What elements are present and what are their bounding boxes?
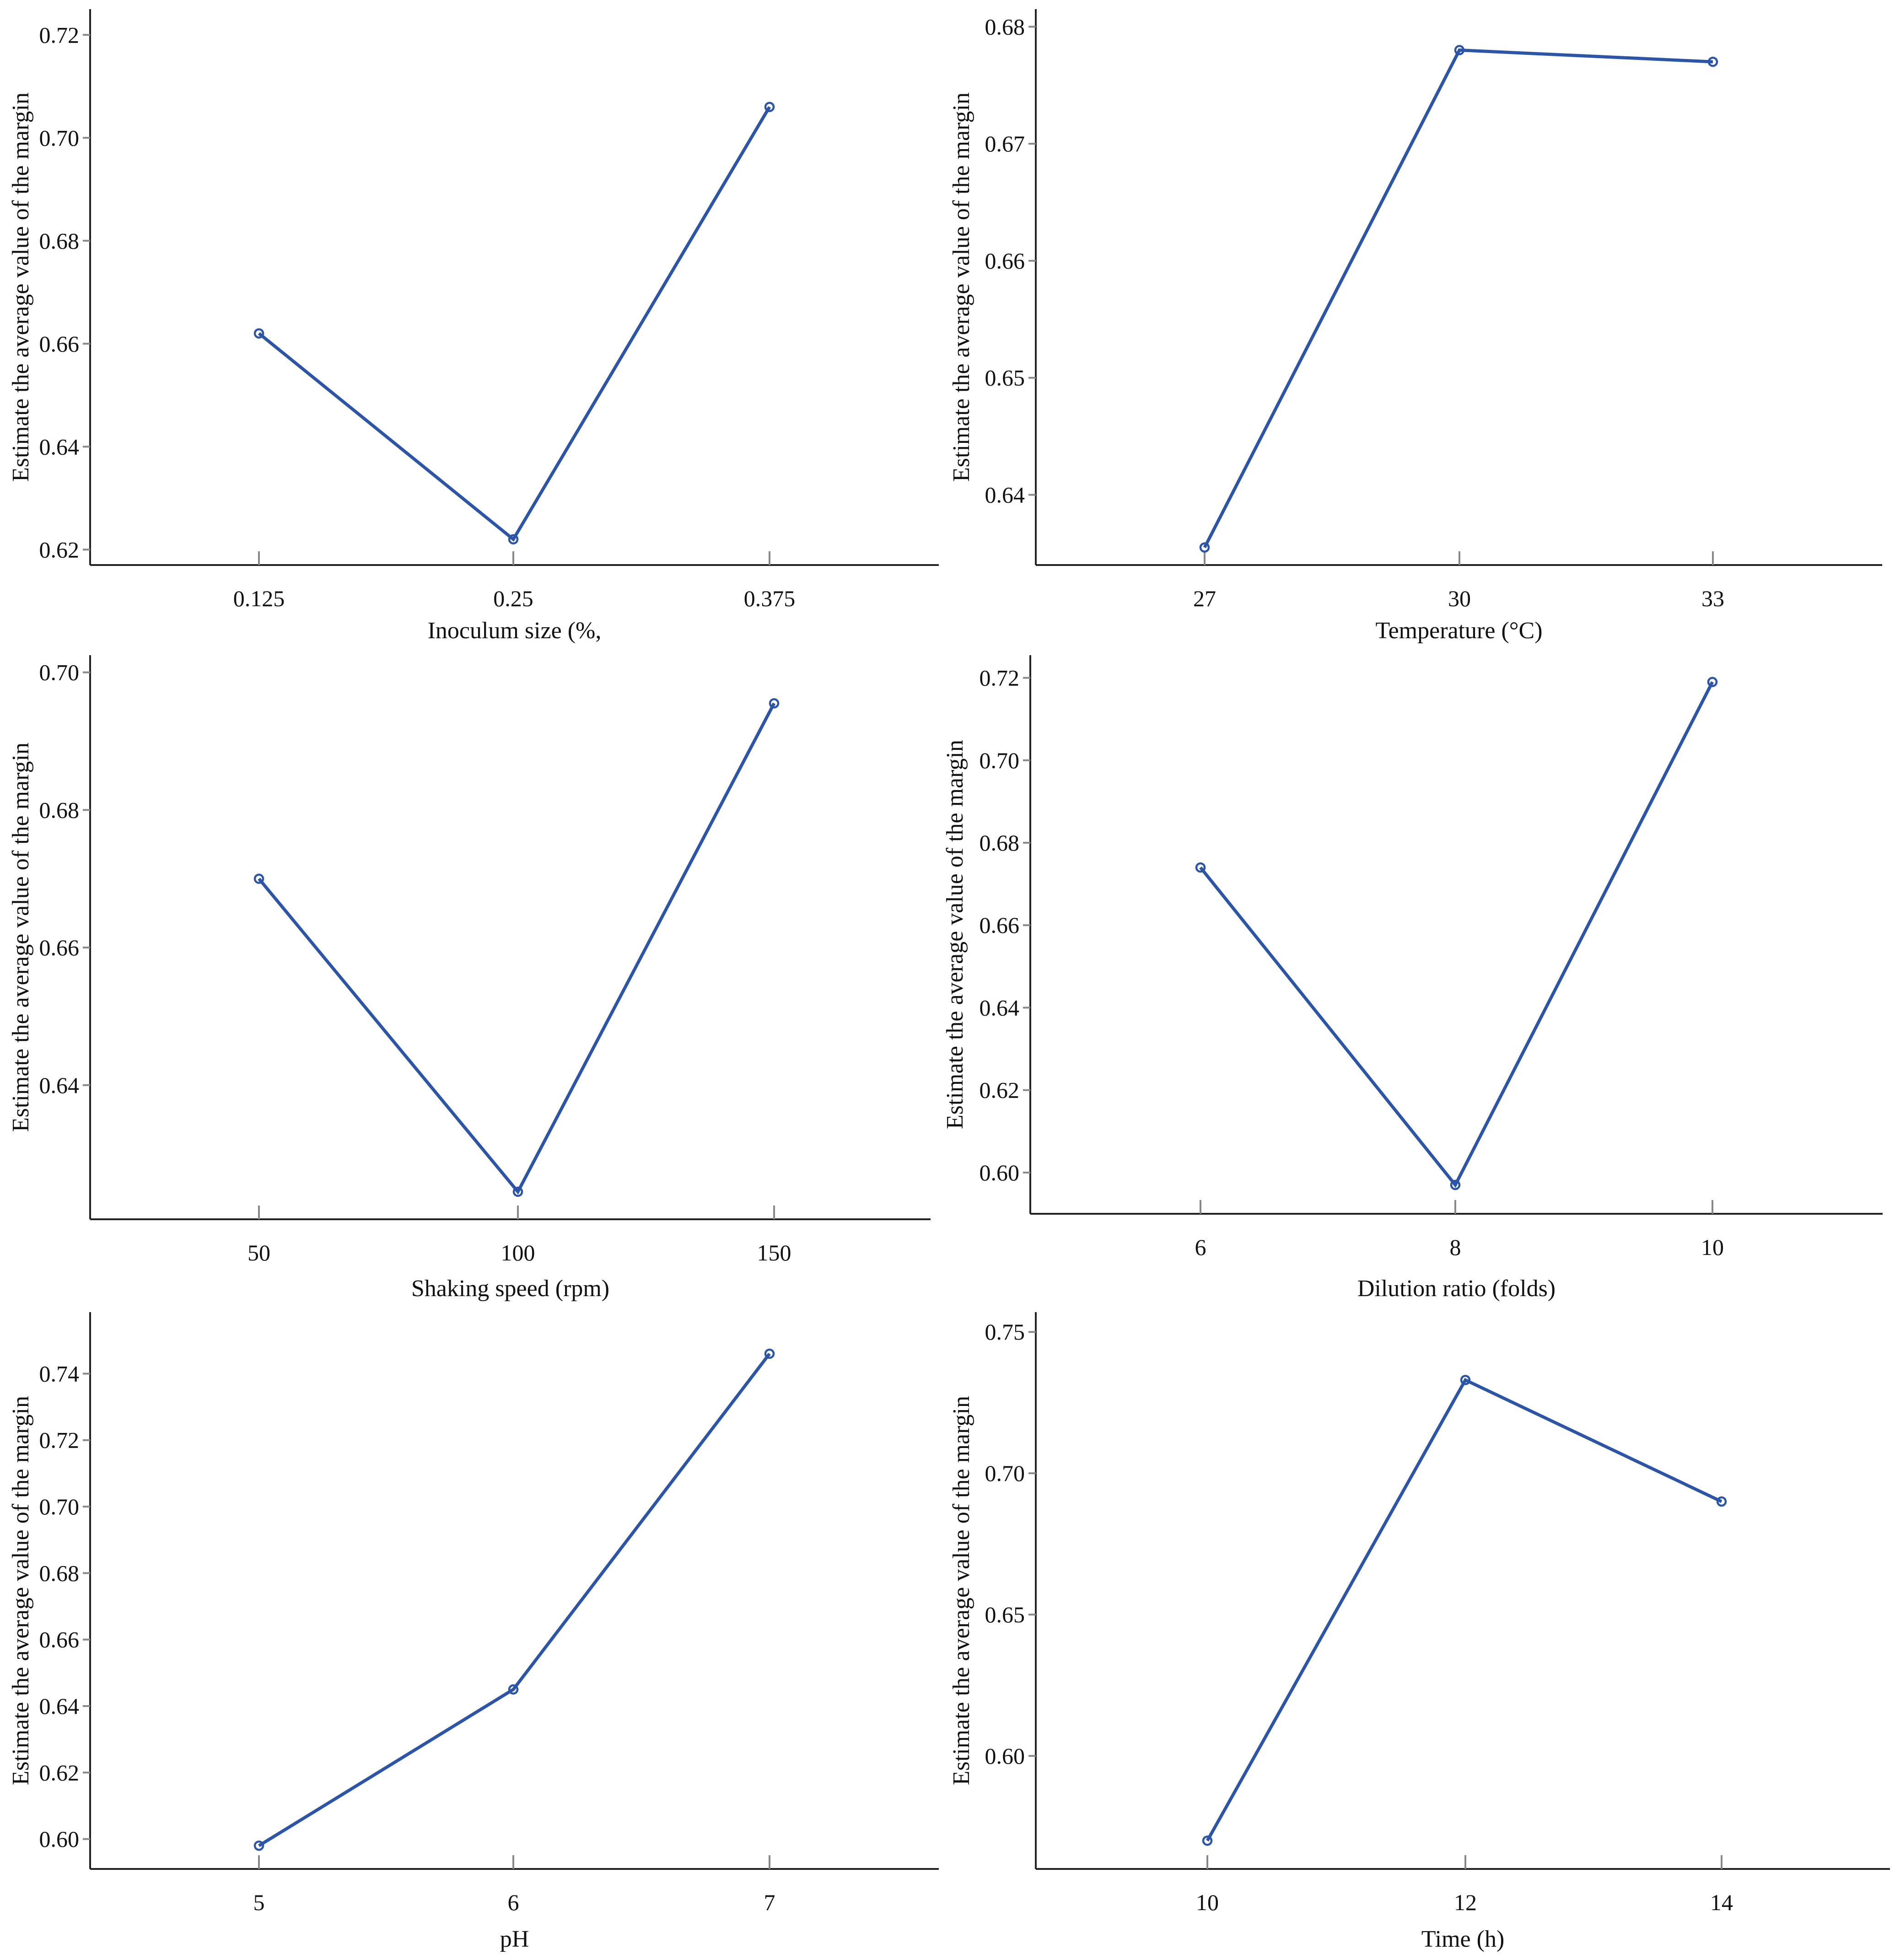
y-tick-label: 0.68 bbox=[985, 14, 1025, 39]
y-tick-label: 0.64 bbox=[39, 1072, 80, 1098]
y-tick-label: 0.72 bbox=[39, 1427, 80, 1453]
x-axis-title: Time (h) bbox=[1421, 1926, 1505, 1952]
y-tick-label: 0.66 bbox=[39, 331, 80, 356]
chart-panel-1: 0.62 0.64 0.66 0.68 0.70 0.72 0.125 0.25 0.375 In… bbox=[8, 9, 939, 644]
x-tick-label: 0.125 bbox=[233, 586, 285, 611]
y-tick-label: 0.65 bbox=[985, 1602, 1025, 1627]
y-tick-label: 0.72 bbox=[39, 22, 80, 48]
y-axis-title: Estimate the average value of the margin bbox=[8, 1396, 34, 1785]
data-point bbox=[1707, 677, 1718, 687]
data-point bbox=[1707, 56, 1718, 67]
data-point bbox=[764, 1348, 775, 1359]
y-tick-label: 0.66 bbox=[980, 912, 1020, 938]
data-point bbox=[1454, 45, 1465, 55]
x-axis-title: Temperature (°C) bbox=[1375, 618, 1542, 644]
series-line bbox=[258, 1352, 771, 1847]
y-tick-label: 0.66 bbox=[985, 248, 1025, 274]
x-tick-label: 33 bbox=[1701, 586, 1724, 611]
chart-panel-2: 0.64 0.65 0.66 0.67 0.68 27 30 33 Temperature (°… bbox=[948, 9, 1882, 644]
x-axis-title: Dilution ratio (folds) bbox=[1357, 1276, 1556, 1302]
x-tick-label: 10 bbox=[1701, 1234, 1724, 1260]
x-tick-label: 30 bbox=[1448, 586, 1471, 611]
y-tick-label: 0.64 bbox=[39, 434, 80, 459]
x-tick-label: 8 bbox=[1450, 1234, 1461, 1260]
data-point bbox=[1202, 1835, 1213, 1846]
x-tick-label: 0.375 bbox=[744, 586, 796, 611]
x-tick-label: 150 bbox=[757, 1240, 791, 1265]
y-tick-label: 0.66 bbox=[39, 1627, 80, 1653]
series-line bbox=[258, 702, 776, 1195]
chart-panel-5: 0.60 0.62 0.64 0.66 0.68 0.70 0.72 0.74 5 6 7 pH Est… bbox=[8, 1312, 939, 1952]
series-line bbox=[258, 106, 771, 542]
chart-panel-6: 0.60 0.65 0.70 0.75 10 12 14 Time (h) Estimate t… bbox=[948, 1312, 1890, 1952]
data-point bbox=[253, 328, 264, 339]
x-tick-label: 6 bbox=[1195, 1234, 1206, 1260]
x-axis-title: Shaking speed (rpm) bbox=[411, 1276, 609, 1302]
y-tick-label: 0.62 bbox=[39, 537, 80, 562]
x-tick-label: 12 bbox=[1454, 1890, 1477, 1915]
y-axis-title: Estimate the average value of the margin bbox=[948, 92, 974, 482]
data-point bbox=[508, 534, 519, 544]
y-tick-label: 0.70 bbox=[980, 748, 1020, 773]
data-point bbox=[253, 873, 264, 884]
x-tick-label: 7 bbox=[764, 1890, 775, 1915]
y-axis-title: Estimate the average value of the margin bbox=[8, 92, 34, 482]
y-tick-label: 0.74 bbox=[39, 1361, 80, 1386]
x-tick-label: 14 bbox=[1710, 1890, 1733, 1915]
chart-panel-4: 0.60 0.62 0.64 0.66 0.68 0.70 0.72 6 8 10 Dilution… bbox=[942, 655, 1883, 1302]
x-tick-label: 0.25 bbox=[493, 586, 533, 611]
x-tick-label: 27 bbox=[1193, 586, 1216, 611]
y-tick-label: 0.68 bbox=[39, 1560, 80, 1586]
x-axis-title: pH bbox=[500, 1926, 529, 1952]
series-line bbox=[1203, 48, 1713, 549]
y-axis-title: Estimate the average value of the margin bbox=[948, 1396, 974, 1785]
y-tick-label: 0.67 bbox=[985, 131, 1025, 156]
y-tick-label: 0.65 bbox=[985, 365, 1025, 391]
y-tick-label: 0.70 bbox=[39, 660, 80, 685]
y-tick-label: 0.72 bbox=[980, 665, 1020, 691]
y-axis-title: Estimate the average value of the margin bbox=[942, 740, 968, 1129]
data-point bbox=[769, 698, 780, 709]
x-tick-label: 6 bbox=[508, 1890, 519, 1915]
y-tick-label: 0.66 bbox=[39, 935, 80, 960]
y-tick-label: 0.60 bbox=[39, 1826, 80, 1852]
data-point bbox=[512, 1186, 523, 1197]
data-point bbox=[1450, 1179, 1461, 1190]
data-point bbox=[1195, 862, 1206, 873]
y-tick-label: 0.62 bbox=[39, 1760, 80, 1785]
x-tick-label: 100 bbox=[501, 1240, 535, 1265]
y-tick-label: 0.70 bbox=[985, 1460, 1025, 1486]
y-tick-label: 0.70 bbox=[39, 125, 80, 151]
y-tick-label: 0.60 bbox=[980, 1160, 1020, 1185]
data-point bbox=[1716, 1496, 1727, 1507]
x-tick-label: 5 bbox=[253, 1890, 265, 1915]
y-tick-label: 0.68 bbox=[39, 797, 80, 823]
x-axis-title: Inoculum size (%, bbox=[428, 618, 602, 644]
data-point bbox=[1460, 1375, 1471, 1385]
series-line bbox=[1206, 1378, 1722, 1842]
x-tick-label: 50 bbox=[248, 1240, 270, 1265]
data-point bbox=[1199, 542, 1210, 553]
data-point bbox=[764, 102, 775, 112]
y-tick-label: 0.60 bbox=[985, 1743, 1025, 1769]
x-tick-label: 10 bbox=[1196, 1890, 1219, 1915]
y-tick-label: 0.64 bbox=[980, 995, 1020, 1020]
data-point bbox=[508, 1684, 519, 1695]
series-line bbox=[1199, 681, 1714, 1188]
y-tick-label: 0.68 bbox=[39, 228, 80, 253]
y-tick-label: 0.64 bbox=[39, 1693, 80, 1719]
y-tick-label: 0.68 bbox=[980, 830, 1020, 856]
y-tick-label: 0.70 bbox=[39, 1494, 80, 1519]
y-tick-label: 0.62 bbox=[980, 1077, 1020, 1103]
chart-panel-3: 0.64 0.66 0.68 0.70 50 100 150 Shaking speed (r… bbox=[8, 655, 931, 1302]
y-tick-label: 0.64 bbox=[985, 482, 1025, 508]
y-tick-label: 0.75 bbox=[985, 1319, 1025, 1345]
y-axis-title: Estimate the average value of the margin bbox=[8, 743, 34, 1132]
data-point bbox=[253, 1840, 264, 1851]
